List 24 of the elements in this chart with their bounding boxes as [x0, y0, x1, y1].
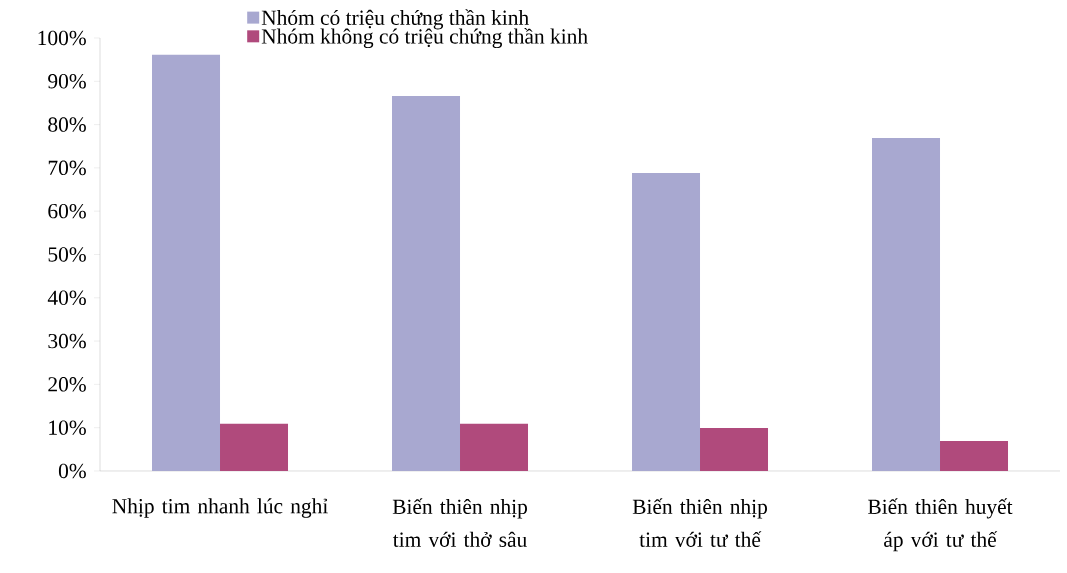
bar — [940, 441, 1009, 471]
y-tick-label: 0% — [58, 463, 86, 479]
y-tick-label: 70% — [48, 160, 86, 176]
x-tick-label: Biến thiên nhịp tim với tư thế — [632, 498, 767, 547]
y-tick-label: 10% — [49, 420, 86, 435]
bar — [872, 138, 941, 471]
bar — [220, 423, 289, 471]
y-tick-label: 80% — [48, 117, 86, 132]
y-tick-label: 90% — [48, 74, 86, 89]
x-tick-label: Biến thiên huyết áp với tư thế — [868, 498, 1013, 552]
bar — [460, 423, 529, 471]
x-tick-label: Biến thiên nhịp tim với thở sâu — [392, 498, 527, 547]
legend-label: Nhóm không có triệu chứng thần kinh — [261, 27, 588, 49]
x-tick-label: Nhịp tim nhanh lúc nghỉ — [112, 498, 328, 518]
y-tick-label: 20% — [48, 377, 86, 392]
bar — [632, 173, 701, 471]
y-tick-label: 30% — [48, 333, 86, 349]
bar — [700, 428, 769, 471]
y-tick-label: 40% — [47, 290, 86, 306]
y-tick-label: 100% — [38, 30, 86, 46]
y-tick-label: 60% — [48, 203, 86, 219]
bar — [152, 54, 221, 471]
bar — [392, 96, 461, 471]
y-tick-label: 50% — [48, 247, 86, 262]
